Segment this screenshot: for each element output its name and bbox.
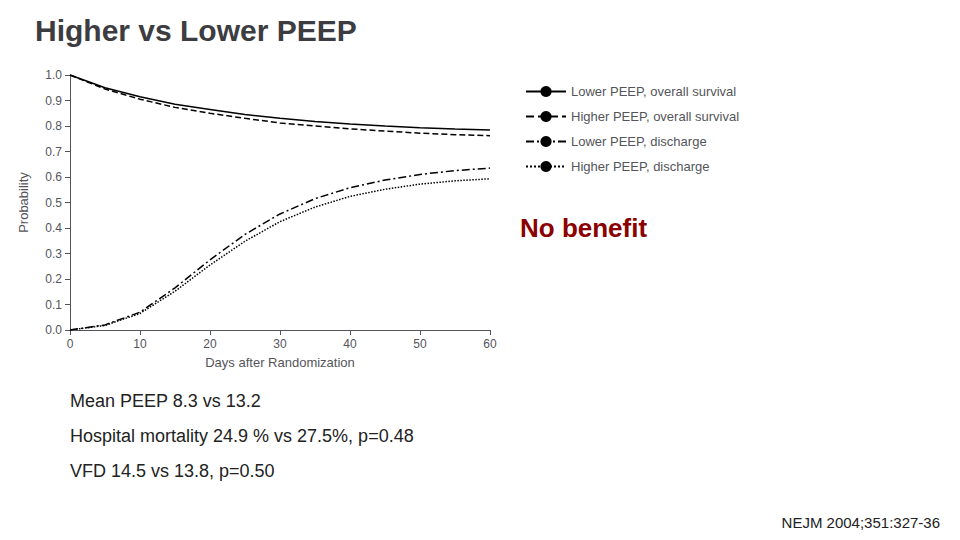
svg-text:0.2: 0.2 — [45, 272, 62, 286]
svg-text:0.7: 0.7 — [45, 145, 62, 159]
svg-text:0.1: 0.1 — [45, 298, 62, 312]
svg-text:0.9: 0.9 — [45, 94, 62, 108]
svg-text:0.8: 0.8 — [45, 119, 62, 133]
svg-text:Mean PEEP 8.3 vs 13.2: Mean PEEP 8.3 vs 13.2 — [70, 391, 261, 411]
svg-text:0.0: 0.0 — [45, 323, 62, 337]
svg-text:0.5: 0.5 — [45, 196, 62, 210]
svg-text:40: 40 — [343, 337, 357, 351]
svg-text:60: 60 — [483, 337, 497, 351]
svg-text:Higher PEEP, discharge: Higher PEEP, discharge — [571, 159, 710, 174]
svg-text:Probability: Probability — [16, 172, 31, 233]
svg-text:30: 30 — [273, 337, 287, 351]
svg-text:0.3: 0.3 — [45, 247, 62, 261]
svg-text:0.6: 0.6 — [45, 170, 62, 184]
svg-text:No benefit: No benefit — [520, 213, 647, 243]
svg-text:Hospital mortality 24.9 % vs 2: Hospital mortality 24.9 % vs 27.5%, p=0.… — [70, 426, 414, 446]
svg-text:Lower PEEP, overall survival: Lower PEEP, overall survival — [571, 84, 736, 99]
svg-text:10: 10 — [133, 337, 147, 351]
svg-text:Lower PEEP, discharge: Lower PEEP, discharge — [571, 134, 707, 149]
svg-text:Higher PEEP, overall survival: Higher PEEP, overall survival — [571, 109, 739, 124]
svg-text:50: 50 — [413, 337, 427, 351]
svg-text:NEJM 2004;351:327-36: NEJM 2004;351:327-36 — [782, 514, 940, 531]
svg-text:Days after Randomization: Days after Randomization — [205, 355, 355, 370]
svg-text:1.0: 1.0 — [45, 68, 62, 82]
svg-text:0.4: 0.4 — [45, 221, 62, 235]
svg-text:Higher vs Lower PEEP: Higher vs Lower PEEP — [35, 14, 357, 47]
svg-text:VFD 14.5 vs 13.8, p=0.50: VFD 14.5 vs 13.8, p=0.50 — [70, 461, 275, 481]
svg-text:0: 0 — [67, 337, 74, 351]
svg-text:20: 20 — [203, 337, 217, 351]
